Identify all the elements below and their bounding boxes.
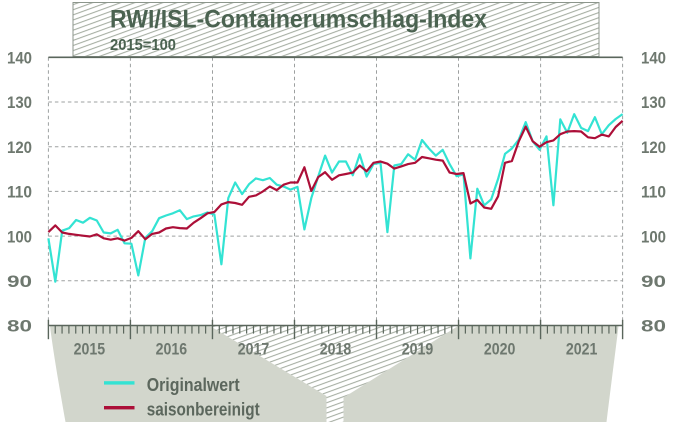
svg-text:2016: 2016 (156, 340, 188, 359)
svg-text:2017: 2017 (238, 340, 270, 359)
svg-text:Originalwert: Originalwert (147, 375, 240, 395)
svg-text:2019: 2019 (402, 340, 434, 359)
svg-text:80: 80 (7, 317, 32, 336)
svg-text:100: 100 (641, 227, 666, 246)
svg-text:130: 130 (641, 93, 666, 112)
svg-text:140: 140 (641, 49, 666, 68)
svg-text:2021: 2021 (566, 340, 598, 359)
svg-text:2018: 2018 (320, 340, 352, 359)
svg-text:80: 80 (641, 317, 666, 336)
svg-text:100: 100 (7, 227, 32, 246)
svg-text:90: 90 (7, 272, 32, 291)
svg-text:2015=100: 2015=100 (110, 37, 176, 54)
svg-text:2020: 2020 (484, 340, 516, 359)
svg-text:RWI/ISL-Containerumschlag-Inde: RWI/ISL-Containerumschlag-Index (110, 6, 487, 34)
svg-text:140: 140 (7, 49, 32, 68)
svg-text:120: 120 (641, 138, 666, 157)
svg-text:90: 90 (641, 272, 666, 291)
svg-text:2015: 2015 (74, 340, 106, 359)
svg-text:130: 130 (7, 93, 32, 112)
svg-text:110: 110 (641, 183, 666, 202)
svg-text:110: 110 (7, 183, 32, 202)
svg-text:120: 120 (7, 138, 32, 157)
svg-text:saisonbereinigt: saisonbereinigt (147, 400, 260, 420)
